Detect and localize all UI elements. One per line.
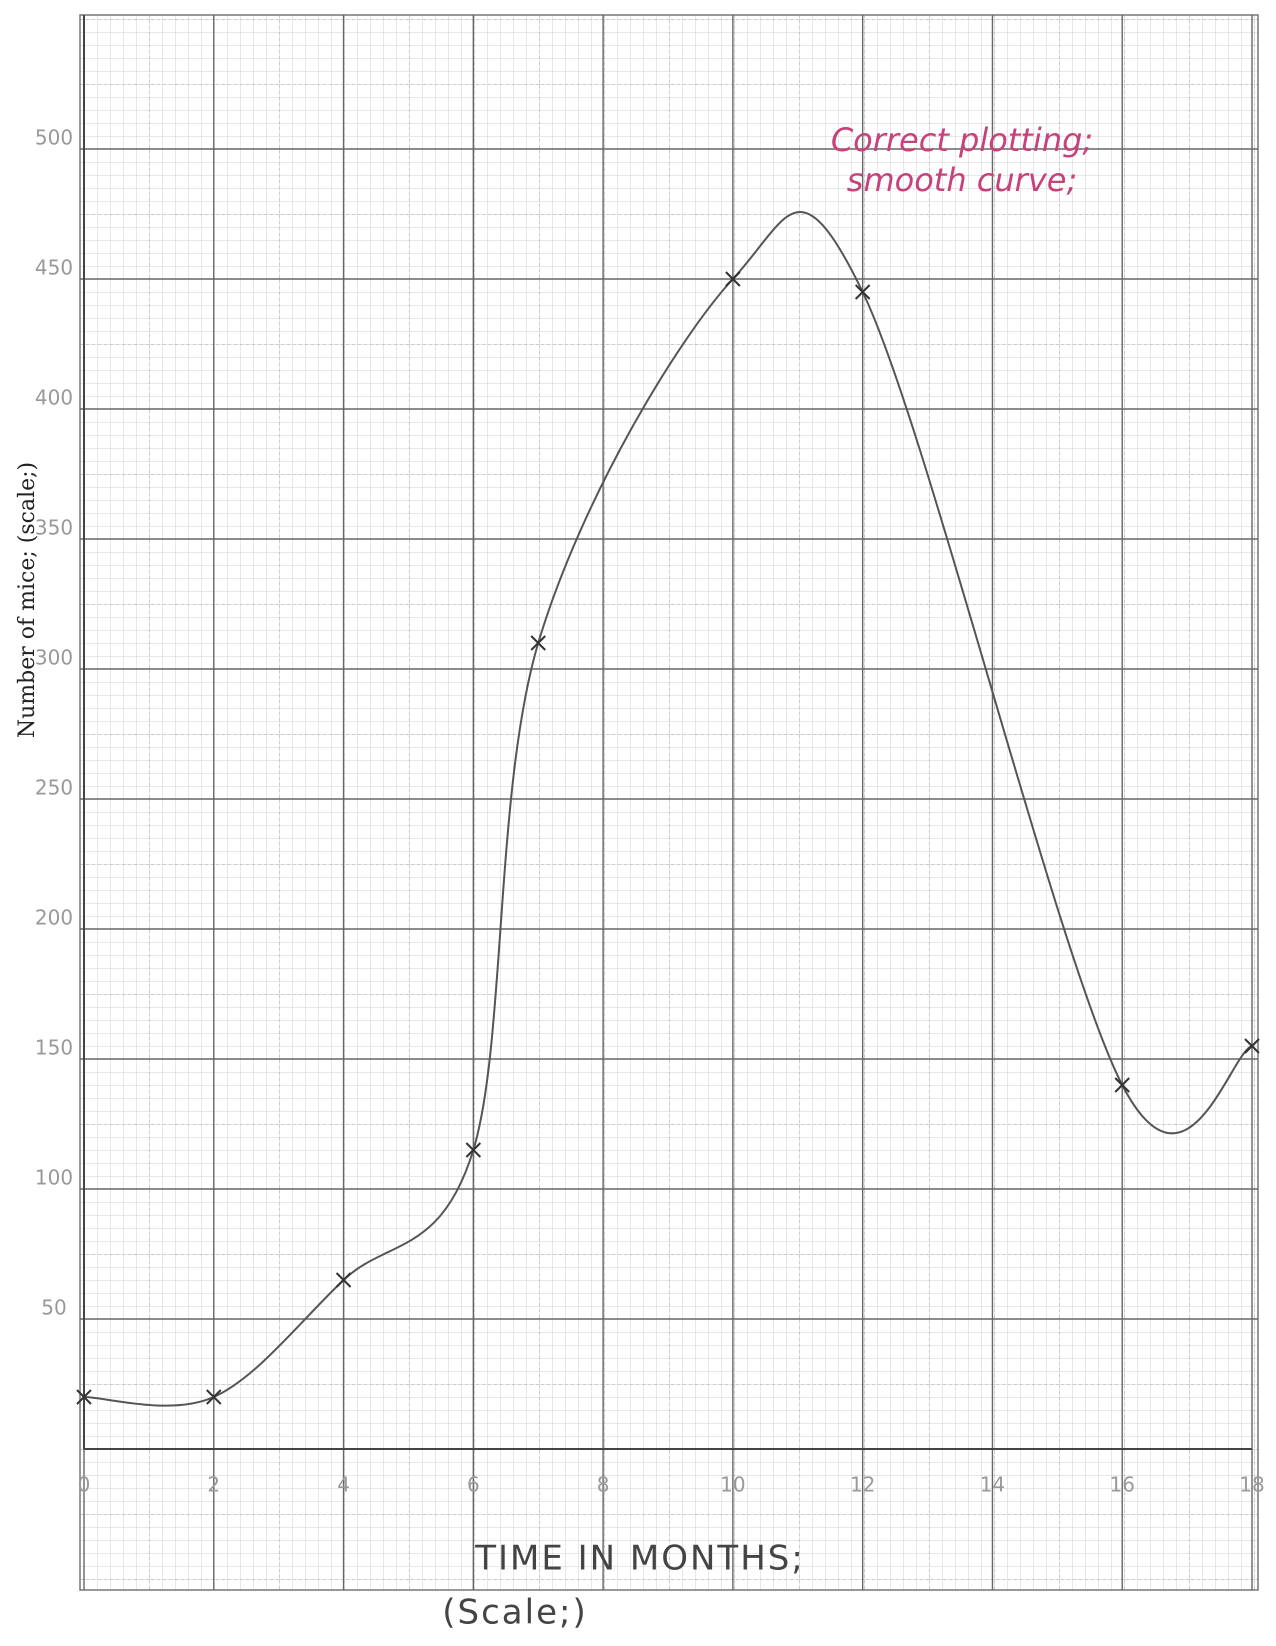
point-marker — [1244, 1038, 1260, 1054]
annotation: smooth curve; — [847, 161, 1077, 199]
x-tick-label: 6 — [467, 1473, 480, 1497]
point-marker — [76, 1389, 92, 1405]
paper-border — [79, 14, 1259, 1591]
x-axis-note: (Scale;) — [442, 1593, 587, 1633]
x-tick-label: 10 — [720, 1473, 745, 1497]
point-marker — [1114, 1077, 1130, 1093]
y-tick-label: 50 — [41, 1296, 66, 1320]
x-tick-label: 0 — [78, 1473, 91, 1497]
y-tick-label: 450 — [35, 256, 73, 280]
curve — [83, 211, 1253, 1407]
x-tick-label: 18 — [1239, 1473, 1264, 1497]
graph-paper — [80, 15, 1258, 1590]
x-tick-label: 8 — [597, 1473, 610, 1497]
y-tick-label: 200 — [35, 906, 73, 930]
point-marker — [465, 1142, 482, 1158]
x-axis-label: TIME IN MONTHS; — [474, 1539, 805, 1579]
grid — [80, 15, 1258, 1590]
x-tick-label: 2 — [207, 1473, 220, 1497]
y-tick-label: 250 — [35, 776, 73, 800]
x-tick-label: 4 — [337, 1473, 350, 1497]
y-axis-label: Number of mice; (scale;) — [15, 462, 40, 738]
point-marker — [530, 635, 546, 651]
y-tick-label: 150 — [35, 1036, 73, 1060]
point-marker — [725, 271, 741, 287]
point-marker — [854, 284, 871, 300]
y-tick-label: 100 — [35, 1166, 73, 1190]
point-marker — [206, 1389, 222, 1405]
y-tick-label: 400 — [35, 386, 73, 410]
x-tick-label: 16 — [1109, 1473, 1134, 1497]
annotation: Correct plotting; — [831, 121, 1093, 159]
x-tick-label: 12 — [850, 1473, 875, 1497]
x-tick-label: 14 — [980, 1473, 1005, 1497]
y-tick-label: 300 — [35, 646, 73, 670]
point-marker — [335, 1272, 352, 1288]
y-tick-label: 350 — [35, 516, 73, 540]
y-tick-label: 500 — [35, 126, 73, 150]
